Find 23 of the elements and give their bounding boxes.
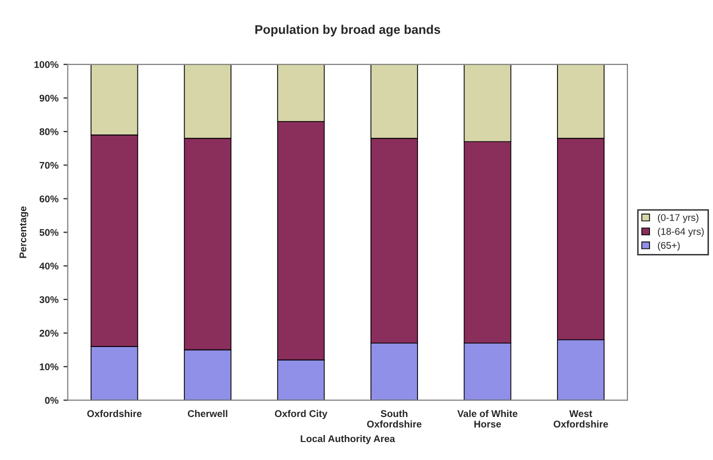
chart-title: Population by broad age bands xyxy=(255,24,440,36)
y-tick-label: 10% xyxy=(40,363,58,370)
y-tick-label: 100% xyxy=(34,61,58,68)
y-tick-label: 90% xyxy=(40,94,58,102)
x-tick-label: Oxfordshire xyxy=(87,410,142,418)
y-tick-label: 40% xyxy=(39,262,58,270)
x-axis-title: Local Authority Area xyxy=(300,435,396,444)
legend-label: (0-17 yrs) xyxy=(658,214,698,223)
legend-label: (65+) xyxy=(658,242,680,251)
legend-label: (18-64 yrs) xyxy=(658,228,704,237)
y-tick-label: 70% xyxy=(40,162,58,169)
y-tick-label: 60% xyxy=(40,195,58,202)
x-tick-label: South Oxfordshire xyxy=(367,410,422,428)
x-tick-label: Cherwell xyxy=(188,410,228,418)
y-tick-label: 0% xyxy=(45,396,58,404)
x-tick-label: Oxford City xyxy=(274,410,328,419)
y-tick-label: 20% xyxy=(40,330,58,337)
y-tick-label: 50% xyxy=(40,229,58,236)
x-tick-label: West Oxfordshire xyxy=(554,410,608,428)
x-tick-label: Vale of White Horse xyxy=(457,410,518,428)
y-tick-label: 30% xyxy=(39,296,58,304)
y-tick-label: 80% xyxy=(40,128,58,136)
y-axis-title: Percentage xyxy=(20,206,28,258)
